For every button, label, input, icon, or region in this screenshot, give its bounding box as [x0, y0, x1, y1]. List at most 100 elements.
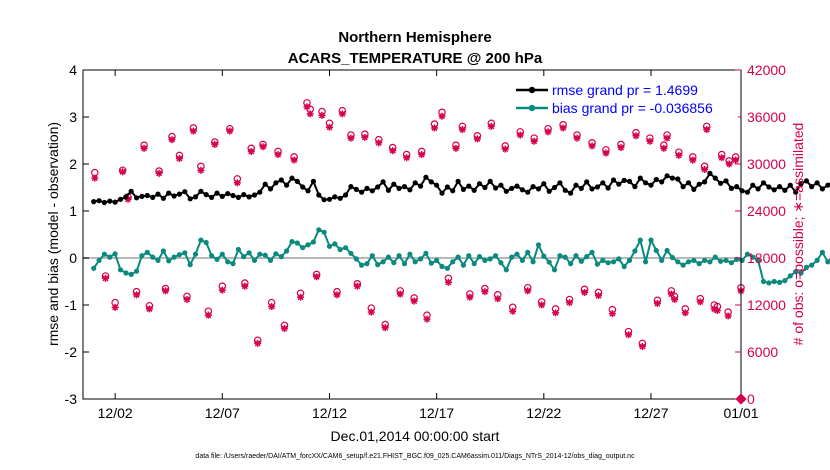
obs-assimilated-stroke [190, 128, 197, 135]
bias-point [428, 260, 434, 266]
obs-assimilated-stroke [545, 128, 552, 135]
bias-point [825, 259, 830, 265]
obs-assimilated-point [119, 168, 127, 176]
bias-point [391, 260, 397, 266]
rmse-point [723, 178, 729, 184]
rmse-point [176, 191, 182, 197]
obs-assimilated-stroke [445, 279, 452, 286]
bias-point [476, 254, 483, 260]
obs-assimilated-stroke [141, 145, 148, 152]
obs-assimilated-stroke [339, 110, 346, 117]
rmse-point [626, 178, 633, 184]
bias-point [353, 256, 359, 262]
obs-assimilated-point [588, 142, 596, 150]
bias-point [209, 253, 215, 259]
rmse-point [685, 180, 692, 186]
bias-point [578, 258, 584, 264]
rmse-point [809, 184, 815, 190]
obs-assimilated-point [732, 156, 740, 164]
bias-point [418, 256, 424, 262]
obs-assimilated-stroke [268, 303, 275, 310]
obs-assimilated-stroke [671, 296, 678, 303]
bias-point [664, 247, 670, 254]
obs-assimilated-point [602, 149, 610, 157]
bias-point [616, 256, 622, 262]
obs-assimilated-point [325, 123, 333, 131]
obs-assimilated-point [701, 165, 709, 173]
obs-assimilated-stroke [703, 126, 710, 133]
bias-point [192, 251, 199, 257]
obs-assimilated-point [381, 324, 389, 332]
rmse-point [300, 184, 306, 190]
legend-rmse-label: rmse grand pr = 1.4699 [552, 82, 698, 98]
rmse-point [123, 194, 129, 200]
bias-point [139, 253, 145, 259]
rmse-point [428, 179, 434, 185]
y-right-tick-label: 36000 [747, 109, 786, 125]
rmse-point [107, 198, 113, 204]
obs-assimilated-point [162, 287, 170, 295]
obs-assimilated-point [458, 126, 466, 134]
data-file-footnote: data file: /Users/raeder/DAI/ATM_forcXX/… [195, 453, 635, 460]
rmse-point [225, 191, 231, 197]
obs-assimilated-point [396, 290, 404, 298]
bias-point [487, 256, 493, 262]
y-right-tick-label: 24000 [747, 203, 786, 219]
rmse-point [744, 189, 751, 195]
rmse-point [455, 178, 461, 184]
bias-point [659, 257, 665, 263]
obs-assimilated-point [423, 315, 431, 323]
bias-point [316, 227, 322, 233]
obs-assimilated-point [211, 140, 219, 148]
bias-point [332, 241, 338, 247]
bias-point [509, 254, 515, 260]
obs-assimilated-point [438, 112, 446, 120]
bias-point [551, 267, 558, 273]
obs-assimilated-point [389, 147, 397, 155]
obs-assimilated-point [297, 293, 305, 301]
bias-point [466, 253, 472, 259]
rmse-point [284, 182, 290, 188]
rmse-point [594, 184, 601, 190]
bias-point [482, 257, 488, 263]
obs-assimilated-point [524, 287, 532, 295]
bias-point [546, 259, 552, 265]
bias-point [423, 250, 429, 256]
x-axis-label: Dec.01,2014 00:00:00 start [331, 428, 500, 444]
y-left-tick-label: -1 [65, 297, 78, 313]
bias-point [535, 242, 542, 248]
rmse-point [691, 186, 697, 192]
rmse-point [803, 178, 810, 184]
obs-assimilated-stroke [552, 309, 559, 316]
y-axis-left-ticks: -3 -2 -1 0 1 2 3 4 [65, 62, 89, 407]
rmse-point [385, 187, 391, 193]
bias-point [728, 260, 735, 266]
obs-assimilated-stroke [701, 166, 708, 173]
y-right-tick-label: 6000 [747, 344, 778, 360]
obs-assimilated-point [487, 122, 495, 130]
obs-assimilated-stroke [297, 294, 304, 301]
bias-point [809, 262, 815, 268]
bias-point [348, 250, 354, 256]
rmse-point [696, 181, 702, 187]
obs-assimilated-stroke [375, 139, 382, 146]
rmse-point [423, 174, 429, 180]
bias-point [310, 239, 316, 245]
rmse-point [412, 180, 418, 186]
x-tick-label: 12/02 [98, 405, 133, 421]
rmse-point [728, 185, 735, 191]
obs-assimilated-point [544, 128, 552, 136]
rmse-point [241, 192, 247, 198]
obs-assimilated-point [403, 154, 411, 162]
obs-assimilated-point [140, 144, 148, 152]
obs-assimilated-point [183, 296, 191, 304]
chart-title-line2: ACARS_TEMPERATURE @ 200 hPa [288, 50, 543, 67]
rmse-point [584, 179, 590, 185]
rmse-point [391, 181, 397, 187]
bias-point [160, 248, 166, 254]
rmse-point [707, 170, 713, 176]
bias-point [685, 259, 692, 265]
obs-assimilated-stroke [382, 324, 389, 331]
obs-assimilated-stroke [313, 273, 320, 280]
rmse-point [578, 185, 584, 191]
